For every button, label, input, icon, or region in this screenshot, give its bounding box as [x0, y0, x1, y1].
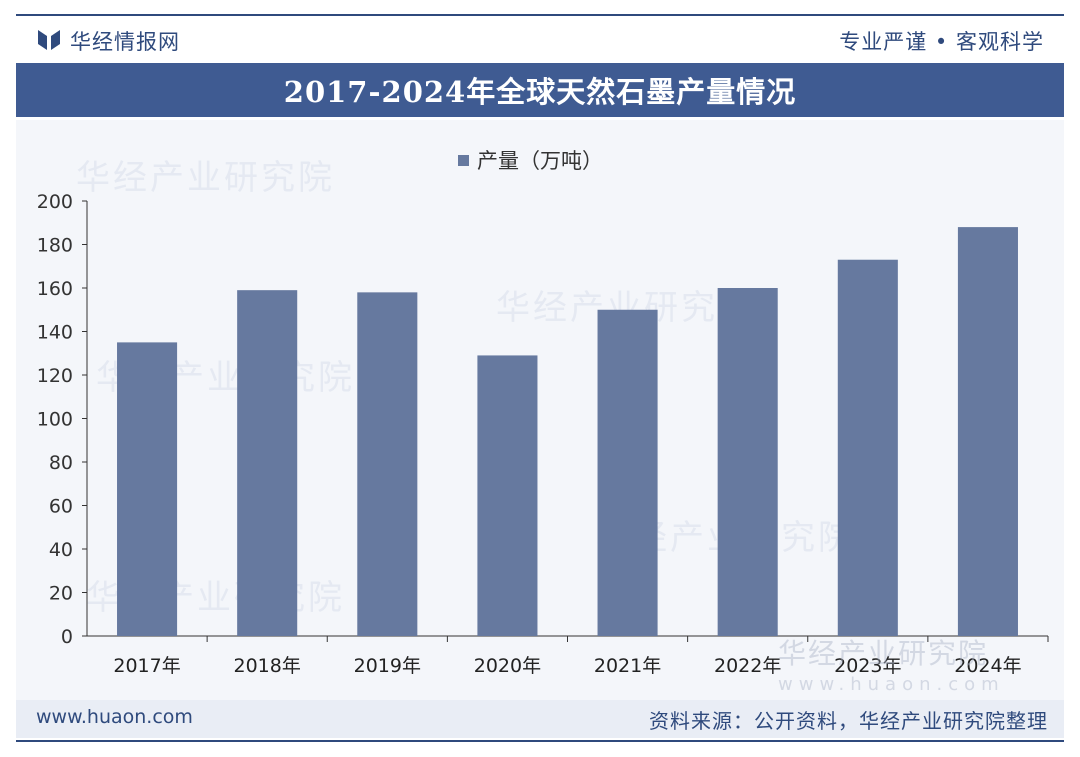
- x-tick-label: 2018年: [234, 655, 301, 677]
- slogan: 专业严谨 • 客观科学: [839, 30, 1044, 54]
- x-tick-label: 2021年: [594, 655, 661, 677]
- bar: [477, 355, 538, 636]
- x-tick-label: 2024年: [954, 655, 1021, 677]
- x-tick-label: 2020年: [474, 655, 541, 677]
- y-tick-label: 80: [49, 452, 73, 474]
- bar: [717, 288, 778, 636]
- x-tick-label: 2019年: [354, 655, 421, 677]
- source-note: 资料来源：公开资料，华经产业研究院整理: [649, 709, 1048, 733]
- y-tick-label: 200: [37, 191, 73, 213]
- x-tick-label: 2023年: [834, 655, 901, 677]
- legend-swatch: [458, 154, 469, 166]
- logo-icon: [38, 30, 60, 50]
- y-tick-label: 120: [37, 365, 73, 387]
- bar: [837, 259, 898, 636]
- y-tick-label: 40: [49, 539, 73, 561]
- chart-title-band: 2017-2024年全球天然石墨产量情况: [16, 63, 1064, 117]
- legend-label: 产量（万吨）: [477, 149, 603, 173]
- x-tick-label: 2022年: [714, 655, 781, 677]
- legend: 产量（万吨）: [458, 145, 603, 175]
- bar: [957, 227, 1018, 636]
- top-frame-line: [16, 14, 1064, 16]
- y-tick-label: 140: [37, 322, 73, 344]
- bar: [357, 292, 418, 636]
- y-tick-label: 20: [49, 583, 73, 605]
- bar: [237, 290, 298, 636]
- bar: [597, 309, 658, 636]
- watermark-url: www.huaon.com: [778, 674, 1005, 695]
- y-tick-label: 0: [61, 626, 73, 648]
- watermark-brand: 华经产业研究院: [778, 637, 989, 670]
- y-tick-label: 180: [37, 235, 73, 257]
- bar: [117, 342, 178, 636]
- brand-name: 华经情报网: [70, 30, 180, 54]
- bar-chart: 0 20 40 60 80 100 120 140 160 180 200 2017年 2018年 201…: [37, 191, 1049, 677]
- y-tick-label: 100: [37, 409, 73, 431]
- header-bar: 华经情报网 专业严谨 • 客观科学: [16, 18, 1064, 58]
- x-tick-label: 2017年: [113, 655, 180, 677]
- y-tick-label: 60: [49, 496, 73, 518]
- site-url: www.huaon.com: [36, 706, 193, 728]
- chart-title: 2017-2024年全球天然石墨产量情况: [283, 75, 797, 109]
- y-tick-label: 160: [37, 278, 73, 300]
- bottom-frame-line: [16, 740, 1064, 742]
- footer-bar: www.huaon.com 资料来源：公开资料，华经产业研究院整理: [16, 700, 1064, 738]
